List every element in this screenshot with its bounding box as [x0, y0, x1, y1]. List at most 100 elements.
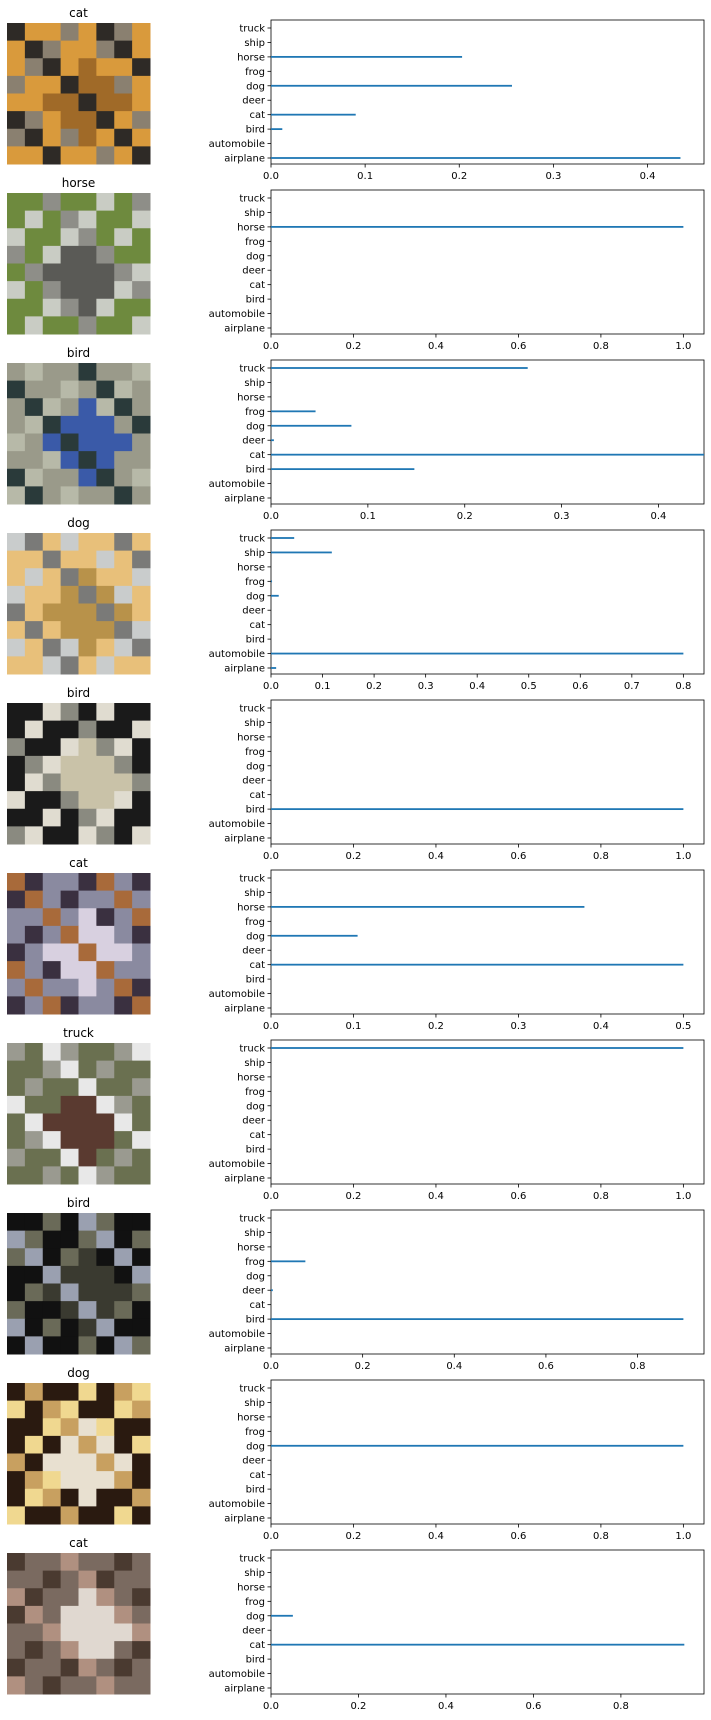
thumbnail-image — [7, 1213, 151, 1355]
y-tick-label: frog — [245, 1597, 265, 1608]
y-tick-label: frog — [245, 747, 265, 758]
bar-frog — [271, 410, 316, 413]
bar-automobile — [271, 652, 684, 655]
y-tick-label: horse — [237, 562, 265, 573]
x-tick-label: 0.0 — [263, 1701, 279, 1712]
image-title: cat — [69, 6, 88, 20]
bar-dog — [271, 1444, 684, 1447]
x-tick-label: 0.2 — [346, 1531, 362, 1542]
image-title: dog — [67, 516, 90, 530]
y-tick-label: horse — [237, 732, 265, 743]
x-tick-label: 0.0 — [263, 851, 279, 862]
y-tick-label: ship — [244, 1398, 265, 1409]
y-tick-label: deer — [242, 1456, 266, 1467]
y-tick-label: deer — [242, 1286, 266, 1297]
y-tick-label: frog — [245, 577, 265, 588]
x-tick-label: 0.4 — [446, 1361, 462, 1372]
y-tick-label: truck — [239, 1044, 265, 1055]
y-tick-label: bird — [246, 805, 265, 816]
bar-frog — [271, 580, 273, 583]
x-tick-label: 0.6 — [510, 1531, 526, 1542]
x-tick-label: 0.5 — [675, 1021, 691, 1032]
axes-frame — [270, 19, 705, 165]
x-tick-label: 0.1 — [360, 511, 376, 522]
y-tick-label: truck — [239, 704, 265, 715]
x-tick-label: 0.3 — [418, 681, 434, 692]
x-tick-label: 0.4 — [428, 341, 444, 352]
x-tick-label: 0.5 — [521, 681, 537, 692]
y-tick-label: ship — [244, 548, 265, 559]
y-tick-label: frog — [245, 67, 265, 78]
x-tick-label: 0.0 — [263, 171, 279, 182]
y-tick-label: automobile — [209, 1329, 265, 1340]
x-tick-label: 0.7 — [624, 681, 640, 692]
y-tick-label: frog — [245, 1257, 265, 1268]
y-tick-label: automobile — [209, 649, 265, 660]
y-tick-label: dog — [246, 761, 265, 772]
y-tick-label: ship — [244, 38, 265, 49]
x-tick-label: 0.2 — [428, 1021, 444, 1032]
bar-cat — [271, 453, 704, 456]
x-tick-label: 0.6 — [525, 1701, 541, 1712]
y-tick-label: dog — [246, 251, 265, 262]
subplot-row: truck airplane automobile bird cat deer dog fro… — [7, 1026, 705, 1202]
y-tick-label: airplane — [224, 154, 265, 165]
y-tick-label: cat — [249, 1470, 265, 1481]
image-title: cat — [69, 1536, 88, 1550]
bar-dog — [271, 594, 279, 597]
y-tick-label: horse — [237, 222, 265, 233]
x-tick-label: 0.6 — [510, 1191, 526, 1202]
bar-airplane — [271, 157, 681, 159]
y-tick-label: deer — [242, 266, 266, 277]
y-tick-label: ship — [244, 1568, 265, 1579]
x-tick-label: 0.8 — [593, 1531, 609, 1542]
x-tick-label: 0.8 — [613, 1701, 629, 1712]
y-tick-label: truck — [239, 364, 265, 375]
x-tick-label: 0.4 — [428, 851, 444, 862]
thumbnail-image — [7, 873, 151, 1015]
y-tick-label: cat — [249, 280, 265, 291]
image-title: bird — [67, 686, 90, 700]
subplot-row: dog airplane automobile bird cat deer dog frog h… — [7, 516, 705, 692]
x-tick-label: 0.8 — [593, 1191, 609, 1202]
image-title: bird — [67, 346, 90, 360]
x-tick-label: 1.0 — [675, 1531, 691, 1542]
subplot-row: cat airplane automobile bird cat deer dog frog h… — [7, 856, 705, 1032]
x-tick-label: 0.2 — [451, 171, 467, 182]
bar-bird — [271, 808, 684, 811]
bar-airplane — [271, 667, 277, 669]
y-tick-label: airplane — [224, 494, 265, 505]
x-tick-label: 0.8 — [630, 1361, 646, 1372]
y-tick-label: truck — [239, 1554, 265, 1565]
subplot-row: cat airplane automobile bird cat deer dog frog h… — [7, 1536, 705, 1712]
y-tick-label: frog — [245, 1087, 265, 1098]
y-tick-label: deer — [242, 436, 266, 447]
y-tick-label: automobile — [209, 309, 265, 320]
y-tick-label: frog — [245, 237, 265, 248]
x-tick-label: 0.4 — [428, 1531, 444, 1542]
subplot-row: bird airplane automobile bird cat deer dog frog… — [7, 1196, 705, 1372]
image-title: cat — [69, 856, 88, 870]
x-tick-label: 0.8 — [593, 341, 609, 352]
y-tick-label: frog — [245, 917, 265, 928]
bar-horse — [271, 225, 684, 228]
y-tick-label: dog — [246, 1611, 265, 1622]
subplot-row: dog airplane automobile bird cat deer dog frog h… — [7, 1366, 705, 1542]
y-tick-label: truck — [239, 24, 265, 35]
x-tick-label: 0.4 — [469, 681, 485, 692]
x-tick-label: 0.0 — [263, 1021, 279, 1032]
y-tick-label: truck — [239, 194, 265, 205]
y-tick-label: deer — [242, 96, 266, 107]
bar-horse — [271, 905, 585, 908]
subplot-row: bird airplane automobile bird cat deer dog frog… — [7, 346, 705, 522]
y-tick-label: airplane — [224, 834, 265, 845]
x-tick-label: 0.0 — [263, 1361, 279, 1372]
y-tick-label: bird — [246, 1145, 265, 1156]
x-tick-label: 0.1 — [346, 1021, 362, 1032]
thumbnail-image — [7, 1553, 151, 1695]
bar-dog — [271, 1614, 293, 1617]
axes-frame — [270, 359, 705, 505]
y-tick-label: horse — [237, 1242, 265, 1253]
subplot-row: cat airplane automobile bird cat deer dog frog h… — [7, 6, 705, 182]
x-tick-label: 0.4 — [651, 511, 667, 522]
